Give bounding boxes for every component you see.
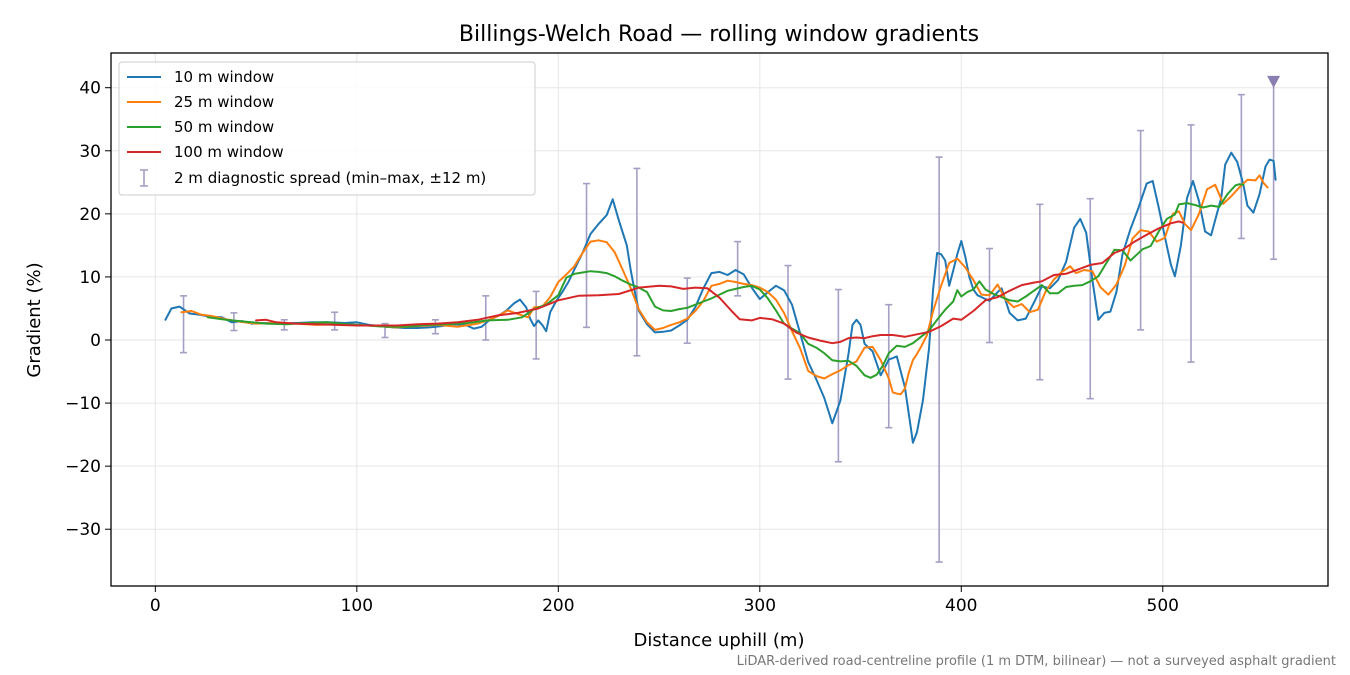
- y-tick-label: 30: [79, 142, 101, 162]
- x-tick-label: 400: [945, 596, 977, 616]
- spread-errorbar: [1237, 93, 1245, 240]
- y-tick-label: −10: [65, 394, 101, 414]
- clipped-value-marker: [1267, 75, 1281, 88]
- spread-errorbar: [1086, 197, 1094, 400]
- y-tick-label: −20: [65, 457, 101, 477]
- legend-box: [118, 61, 536, 196]
- legend-label: 100 m window: [174, 143, 284, 161]
- footnote: LiDAR-derived road-centreline profile (1…: [737, 654, 1336, 669]
- chart-title: Billings-Welch Road — rolling window gra…: [459, 22, 979, 47]
- x-axis-label: Distance uphill (m): [634, 630, 805, 651]
- series-line: [255, 220, 1184, 345]
- spread-errorbar: [885, 303, 893, 429]
- y-tick-label: 10: [79, 268, 101, 288]
- spread-errorbar: [583, 182, 591, 329]
- x-tick-label: 500: [1147, 596, 1179, 616]
- y-tick-label: 20: [79, 205, 101, 225]
- x-tick-label: 100: [341, 596, 373, 616]
- spread-errorbar: [1187, 124, 1195, 363]
- series-layer: [164, 75, 1281, 444]
- y-tick-label: 0: [90, 331, 101, 351]
- legend-label: 50 m window: [174, 118, 274, 136]
- legend-label: 2 m diagnostic spread (min–max, ±12 m): [174, 169, 486, 187]
- spread-errorbar: [834, 288, 842, 463]
- spread-errorbar: [532, 290, 540, 360]
- spread-errorbar: [633, 167, 641, 357]
- series-line: [206, 183, 1245, 379]
- x-tick-label: 300: [744, 596, 776, 616]
- spread-errorbar: [180, 295, 188, 354]
- grid-layer: [111, 53, 1328, 586]
- plot-frame: [110, 52, 1329, 587]
- x-tick-label: 200: [542, 596, 574, 616]
- y-tick-label: 40: [79, 79, 101, 99]
- x-tick-label: 0: [150, 596, 161, 616]
- legend: 10 m window 25 m window 50 m window 100 m w…: [118, 61, 536, 196]
- y-tick-label: −30: [65, 520, 101, 540]
- series-line: [180, 174, 1269, 396]
- legend-label: 25 m window: [174, 93, 274, 111]
- y-axis-label: Gradient (%): [24, 262, 45, 377]
- legend-label: 10 m window: [174, 68, 274, 86]
- spread-errorbar: [734, 240, 742, 297]
- spread-errorbar: [935, 156, 943, 563]
- series-line: [164, 151, 1277, 444]
- spread-errorbar: [331, 311, 339, 331]
